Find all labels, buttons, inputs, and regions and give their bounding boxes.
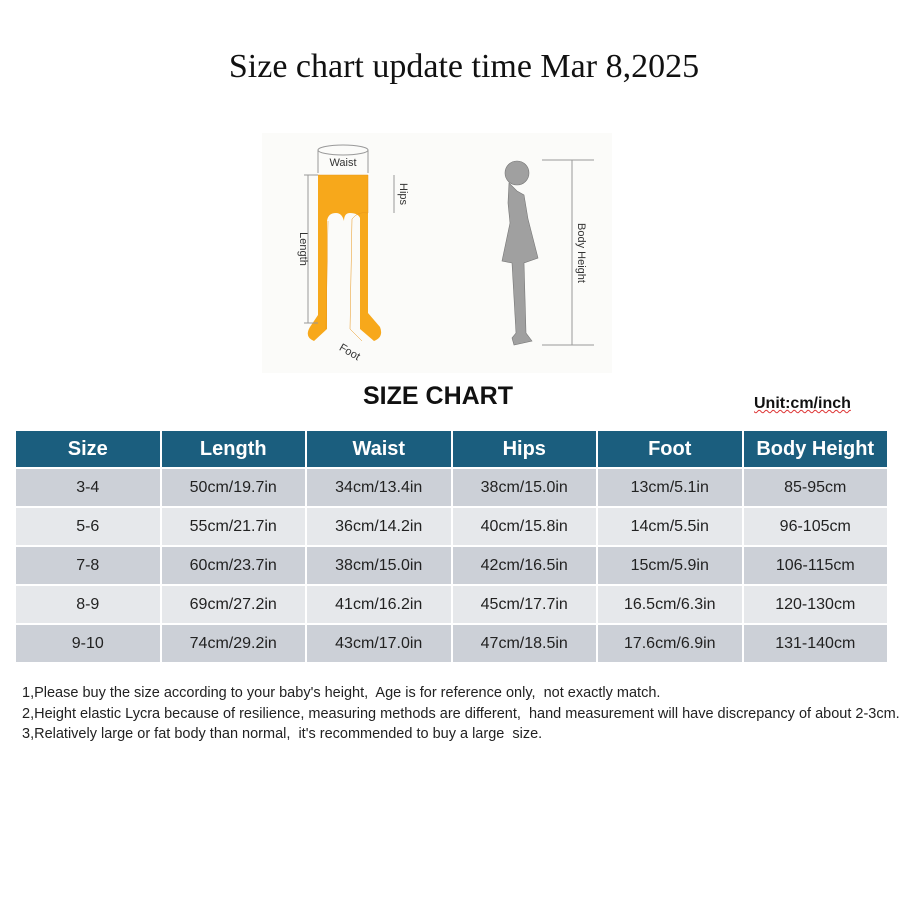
table-row: 3-4 50cm/19.7in 34cm/13.4in 38cm/15.0in 13cm…	[16, 469, 887, 506]
table-cell: 69cm/27.2in	[161, 586, 305, 623]
table-cell: 45cm/17.7in	[452, 586, 596, 623]
table-cell: 60cm/23.7in	[161, 547, 305, 584]
table-cell: 38cm/15.0in	[307, 547, 451, 584]
table-cell: 43cm/17.0in	[307, 625, 451, 662]
table-cell: 96-105cm	[743, 508, 887, 545]
table-cell: 120-130cm	[743, 586, 887, 623]
note-1: 1,Please buy the size according to your …	[22, 685, 661, 701]
hips-label: Hips	[397, 183, 409, 206]
table-cell: 8-9	[16, 586, 160, 623]
size-illustration: Waist Length Hips Foot Body Height	[262, 133, 612, 373]
note-2: 2,Height elastic Lycra because of resili…	[22, 705, 900, 722]
table-cell: 13cm/5.1in	[598, 469, 742, 506]
column-header: Length	[161, 431, 305, 467]
table-cell: 36cm/14.2in	[307, 508, 451, 545]
table-cell: 17.6cm/6.9in	[598, 625, 742, 662]
table-cell: 3-4	[16, 469, 160, 506]
body-height-label: Body Height	[575, 223, 587, 283]
table-cell: 38cm/15.0in	[452, 469, 596, 506]
table-cell: 85-95cm	[743, 469, 887, 506]
table-cell: 34cm/13.4in	[307, 469, 451, 506]
table-cell: 15cm/5.9in	[598, 547, 742, 584]
size-chart-heading: SIZE CHART	[363, 382, 513, 410]
table-row: 8-9 69cm/27.2in 41cm/16.2in 45cm/17.7in 16.5…	[16, 586, 887, 623]
table-cell: 41cm/16.2in	[307, 586, 451, 623]
table-cell: 40cm/15.8in	[452, 508, 596, 545]
table-cell: 7-8	[16, 547, 160, 584]
foot-label: Foot	[337, 342, 362, 363]
table-cell: 74cm/29.2in	[161, 625, 305, 662]
column-header: Body Height	[743, 431, 887, 467]
table-cell: 14cm/5.5in	[598, 508, 742, 545]
unit-label: Unit:cm/inch	[754, 395, 851, 412]
page-title: Size chart update time Mar 8,2025	[228, 48, 700, 85]
note-3: 3,Relatively large or fat body than norm…	[22, 726, 543, 742]
column-header: Foot	[598, 431, 742, 467]
tights-diagram: Waist Length Hips Foot	[297, 144, 409, 363]
table-cell: 131-140cm	[743, 625, 887, 662]
table-cell: 106-115cm	[743, 547, 887, 584]
table-header-row: Size Length Waist Hips Foot Body Height	[16, 431, 887, 467]
table-cell: 5-6	[16, 508, 160, 545]
table-cell: 47cm/18.5in	[452, 625, 596, 662]
girl-silhouette	[501, 160, 539, 346]
table-row: 9-10 74cm/29.2in 43cm/17.0in 47cm/18.5in 17.…	[16, 625, 887, 662]
table-cell: 42cm/16.5in	[452, 547, 596, 584]
waist-label: Waist	[329, 157, 356, 169]
table-cell: 50cm/19.7in	[161, 469, 305, 506]
notes: 1,Please buy the size according to your …	[22, 683, 900, 745]
length-label: Length	[297, 232, 309, 266]
column-header: Size	[16, 431, 160, 467]
table-cell: 55cm/21.7in	[161, 508, 305, 545]
table-cell: 9-10	[16, 625, 160, 662]
table-row: 5-6 55cm/21.7in 36cm/14.2in 40cm/15.8in 14cm…	[16, 508, 887, 545]
table-cell: 16.5cm/6.3in	[598, 586, 742, 623]
column-header: Waist	[307, 431, 451, 467]
table-row: 7-8 60cm/23.7in 38cm/15.0in 42cm/16.5in 15cm…	[16, 547, 887, 584]
size-table: Size Length Waist Hips Foot Body Height …	[14, 429, 889, 664]
column-header: Hips	[452, 431, 596, 467]
